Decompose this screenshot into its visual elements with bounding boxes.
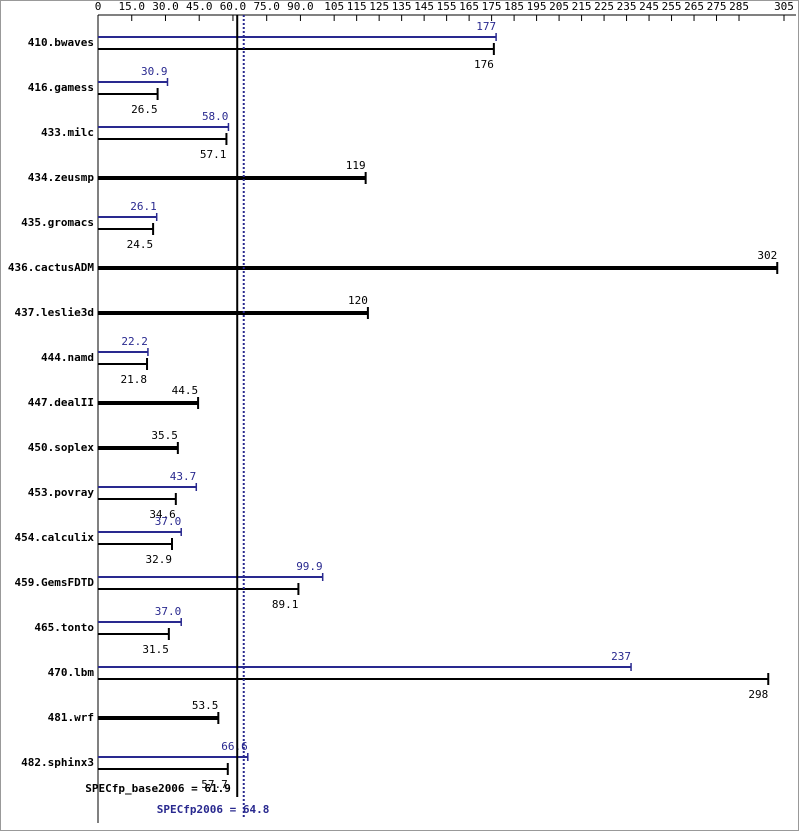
base-label: 57.7 [201,778,228,791]
base-label: 44.5 [172,384,199,397]
peak-label: 58.0 [202,110,229,123]
base-label: 35.5 [151,429,178,442]
x-tick-label: 255 [662,0,682,13]
peak-label: 26.1 [130,200,157,213]
base-label: 21.8 [121,373,148,386]
x-tick-label: 15.0 [118,0,145,13]
reference-label: SPECfp_base2006 = 61.9 [85,782,231,795]
x-tick-label: 30.0 [152,0,179,13]
x-tick-label: 235 [617,0,637,13]
x-tick-label: 125 [369,0,389,13]
base-label: 31.5 [142,643,169,656]
x-tick-label: 105 [324,0,344,13]
category-label: 433.milc [41,126,94,139]
x-tick-label: 205 [549,0,569,13]
x-tick-label: 135 [392,0,412,13]
x-tick-label: 45.0 [186,0,213,13]
category-label: 453.povray [28,486,95,499]
base-label: 53.5 [192,699,219,712]
peak-label: 66.6 [221,740,248,753]
x-tick-label: 305 [774,0,794,13]
x-tick-label: 75.0 [253,0,280,13]
x-tick-label: 265 [684,0,704,13]
base-label: 32.9 [145,553,172,566]
peak-label: 99.9 [296,560,323,573]
peak-label: 37.0 [155,515,182,528]
peak-label: 37.0 [155,605,182,618]
base-label: 119 [346,159,366,172]
category-label: 416.gamess [28,81,94,94]
x-tick-label: 195 [527,0,547,13]
x-tick-label: 165 [459,0,479,13]
category-label: 447.dealII [28,396,94,409]
base-label: 120 [348,294,368,307]
category-label: 470.lbm [48,666,95,679]
x-tick-label: 115 [347,0,367,13]
x-tick-label: 155 [437,0,457,13]
base-label: 176 [474,58,494,71]
x-tick-label: 215 [572,0,592,13]
base-label: 24.5 [127,238,154,251]
category-label: 481.wrf [48,711,94,724]
peak-label: 22.2 [121,335,148,348]
category-label: 482.sphinx3 [21,756,94,769]
category-label: 465.tonto [34,621,94,634]
x-tick-label: 0 [95,0,102,13]
x-tick-label: 275 [707,0,727,13]
category-label: 454.calculix [15,531,95,544]
peak-label: 237 [611,650,631,663]
x-tick-label: 175 [482,0,502,13]
category-label: 459.GemsFDTD [15,576,95,589]
category-label: 450.soplex [28,441,95,454]
category-label: 435.gromacs [21,216,94,229]
peak-label: 43.7 [170,470,197,483]
x-tick-label: 60.0 [220,0,247,13]
category-label: 444.namd [41,351,94,364]
base-label: 57.1 [200,148,227,161]
peak-label: 30.9 [141,65,168,78]
category-label: 434.zeusmp [28,171,95,184]
x-tick-label: 285 [729,0,749,13]
base-label: 26.5 [131,103,158,116]
category-label: 437.leslie3d [15,306,94,319]
peak-label: 177 [476,20,496,33]
base-label: 34.6 [149,508,176,521]
x-tick-label: 245 [639,0,659,13]
x-tick-label: 225 [594,0,614,13]
x-tick-label: 145 [414,0,434,13]
base-label: 89.1 [272,598,299,611]
base-label: 302 [757,249,777,262]
x-tick-label: 185 [504,0,524,13]
category-label: 410.bwaves [28,36,94,49]
x-tick-label: 90.0 [287,0,314,13]
category-label: 436.cactusADM [8,261,94,274]
base-label: 298 [748,688,768,701]
reference-label: SPECfp2006 = 64.8 [157,803,270,816]
